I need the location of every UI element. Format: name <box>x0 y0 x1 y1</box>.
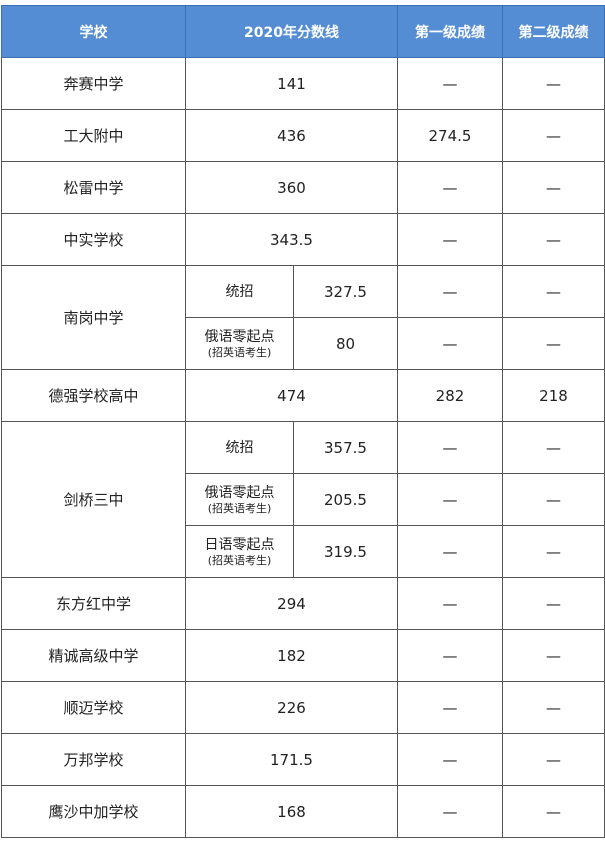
level2-score: — <box>502 213 605 266</box>
table-row: 松雷中学 360— — <box>1 161 605 214</box>
level2-score: — <box>502 57 605 110</box>
level2-score: — <box>502 317 605 370</box>
level1-score: — <box>397 265 503 318</box>
admission-category: 日语零起点 (招英语考生) <box>185 525 294 578</box>
level2-score: 218 <box>502 369 605 422</box>
score-2020: 168 <box>185 785 398 838</box>
table-row: 万邦学校 171.5— — <box>1 733 605 786</box>
school-name: 剑桥三中 <box>1 421 186 578</box>
table-row: 剑桥三中 统招 357.5— — <box>1 421 605 578</box>
level1-score: — <box>397 577 503 630</box>
header-2020-score: 2020年分数线 <box>185 5 398 58</box>
table-row: 德强学校高中 474 282 218 <box>1 369 605 422</box>
table-row: 中实学校 343.5— — <box>1 213 605 266</box>
score-2020: 141 <box>185 57 398 110</box>
score-2020: 436 <box>185 109 398 162</box>
school-name: 松雷中学 <box>1 161 186 214</box>
category-label: 统招 <box>225 439 254 456</box>
table-row: 奔赛中学 141— — <box>1 57 605 110</box>
admission-category: 统招 <box>185 265 294 318</box>
level1-score: — <box>397 525 503 578</box>
table-row: 精诚高级中学 182— — <box>1 629 605 682</box>
level1-score: 274.5 <box>397 109 503 162</box>
level1-score: — <box>397 57 503 110</box>
table-row: 工大附中 436 274.5— <box>1 109 605 162</box>
level1-score: — <box>397 629 503 682</box>
level1-score: — <box>397 785 503 838</box>
level2-score: — <box>502 525 605 578</box>
table-row: 俄语零起点 (招英语考生) 205.5— — <box>2 473 605 526</box>
category-label: 俄语零起点 <box>204 328 275 345</box>
score-2020: 327.5 <box>293 265 398 318</box>
admission-category: 俄语零起点 (招英语考生) <box>185 473 294 526</box>
level2-score: — <box>502 785 605 838</box>
score-2020: 360 <box>185 161 398 214</box>
score-2020: 357.5 <box>293 421 398 474</box>
category-label: 俄语零起点 <box>204 484 275 501</box>
header-school: 学校 <box>1 5 186 58</box>
score-2020: 343.5 <box>185 213 398 266</box>
admission-category: 统招 <box>185 421 294 474</box>
level1-score: — <box>397 681 503 734</box>
table-row: 东方红中学 294— — <box>1 577 605 630</box>
school-name: 鹰沙中加学校 <box>1 785 186 838</box>
level1-score: — <box>397 473 503 526</box>
level2-score: — <box>502 733 605 786</box>
level2-score: — <box>502 473 605 526</box>
score-2020: 205.5 <box>293 473 398 526</box>
table-row: 南岗中学 统招 327.5— — <box>1 265 605 370</box>
school-name: 中实学校 <box>1 213 186 266</box>
category-note: (招英语考生) <box>207 553 272 567</box>
school-name: 精诚高级中学 <box>1 629 186 682</box>
score-2020: 294 <box>185 577 398 630</box>
level2-score: — <box>502 629 605 682</box>
school-name: 顺迈学校 <box>1 681 186 734</box>
level2-score: — <box>502 421 605 474</box>
level2-score: — <box>502 577 605 630</box>
level2-score: — <box>502 161 605 214</box>
school-name: 奔赛中学 <box>1 57 186 110</box>
table-row: 鹰沙中加学校 168— — <box>1 785 605 838</box>
score-2020: 474 <box>185 369 398 422</box>
category-label: 统招 <box>225 283 254 300</box>
level1-score: — <box>397 421 503 474</box>
level2-score: — <box>502 109 605 162</box>
score-2020: 182 <box>185 629 398 682</box>
level1-score: — <box>397 317 503 370</box>
score-2020: 319.5 <box>293 525 398 578</box>
level2-score: — <box>502 681 605 734</box>
level2-score: — <box>502 265 605 318</box>
table-row: 日语零起点 (招英语考生) 319.5— — <box>2 525 605 578</box>
score-2020: 80 <box>293 317 398 370</box>
school-name: 万邦学校 <box>1 733 186 786</box>
header-level2: 第二级成绩 <box>502 5 605 58</box>
category-label: 日语零起点 <box>204 536 275 553</box>
school-name: 南岗中学 <box>1 265 186 370</box>
score-2020: 171.5 <box>185 733 398 786</box>
school-name: 东方红中学 <box>1 577 186 630</box>
admission-category: 俄语零起点 (招英语考生) <box>185 317 294 370</box>
school-name: 德强学校高中 <box>1 369 186 422</box>
category-note: (招英语考生) <box>207 345 272 359</box>
table-row: 俄语零起点 (招英语考生) 80— — <box>2 317 605 370</box>
level1-score: — <box>397 161 503 214</box>
level1-score: 282 <box>397 369 503 422</box>
level1-score: — <box>397 733 503 786</box>
header-row: 学校 2020年分数线 第一级成绩 第二级成绩 <box>1 5 605 58</box>
category-note: (招英语考生) <box>207 501 272 515</box>
school-name: 工大附中 <box>1 109 186 162</box>
table-row: 顺迈学校 226— — <box>1 681 605 734</box>
level1-score: — <box>397 213 503 266</box>
score-table: 学校 2020年分数线 第一级成绩 第二级成绩 奔赛中学 141— — 工大附中 436… <box>1 5 605 838</box>
score-2020: 226 <box>185 681 398 734</box>
header-level1: 第一级成绩 <box>397 5 503 58</box>
